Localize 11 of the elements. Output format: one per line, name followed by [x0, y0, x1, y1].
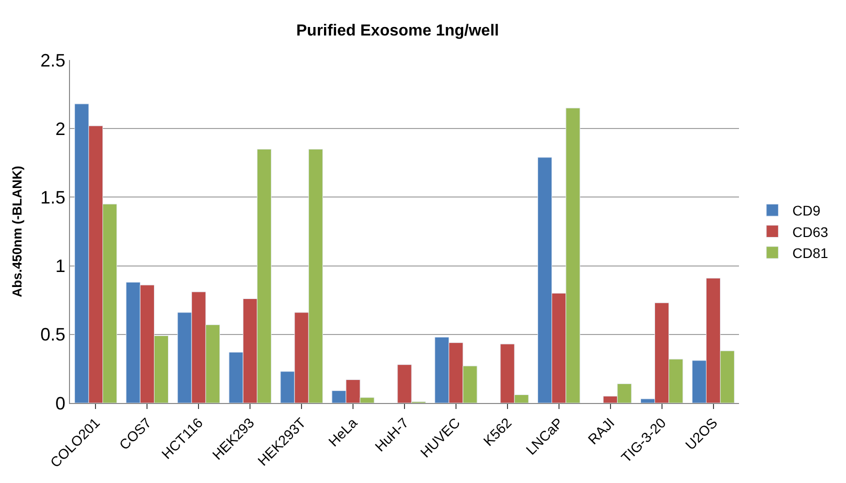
legend-label: CD63	[792, 224, 828, 240]
y-tick-label: 1	[55, 256, 66, 276]
y-axis-title: Abs.450nm (-BLANK)	[9, 166, 24, 298]
legend-label: CD9	[792, 202, 821, 219]
y-tick-label: 1.5	[40, 188, 66, 208]
y-tick-label: 0.5	[40, 324, 66, 345]
y-tick-label: 2	[55, 118, 66, 139]
chart-title: Purified Exosome 1ng/well	[296, 22, 499, 40]
y-tick-label: 2.5	[40, 50, 66, 70]
y-tick-label: 0	[55, 393, 66, 414]
legend-label: CD81	[792, 244, 828, 261]
